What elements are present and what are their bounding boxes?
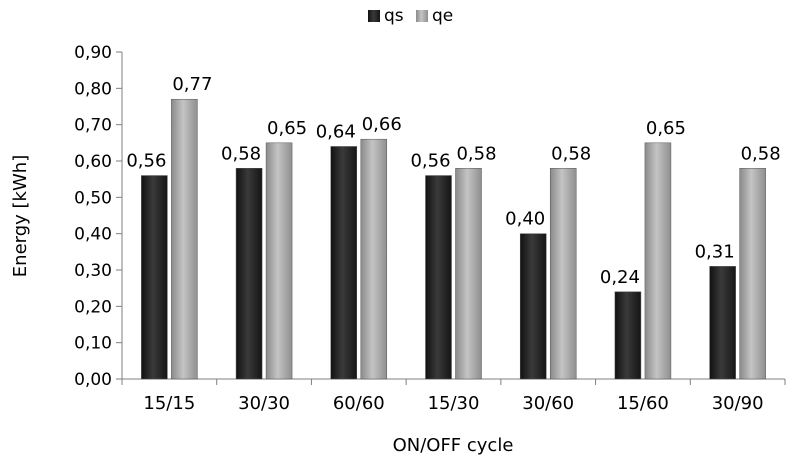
y-tick-label: 0,80 <box>74 79 112 99</box>
y-tick-label: 0,70 <box>74 116 112 136</box>
y-tick-label: 0,00 <box>74 370 112 390</box>
legend-swatch-qe <box>416 10 428 22</box>
x-tick-label: 15/30 <box>428 393 480 414</box>
data-label-qs: 0,31 <box>695 241 735 262</box>
data-label-qe: 0,65 <box>267 118 307 139</box>
data-label-qs: 0,64 <box>316 121 356 142</box>
x-tick-label: 30/60 <box>522 393 574 414</box>
data-label-qs: 0,40 <box>505 209 545 230</box>
y-tick-label: 0,40 <box>74 225 112 245</box>
x-tick-label: 30/90 <box>712 393 764 414</box>
bar-qe <box>549 168 577 380</box>
y-tick-label: 0,50 <box>74 188 112 208</box>
bar-qe <box>644 142 672 380</box>
bar-qs <box>519 233 547 380</box>
data-label-qs: 0,56 <box>126 151 166 172</box>
y-tick-label: 0,20 <box>74 297 112 317</box>
legend-label-qs: qs <box>384 6 404 26</box>
x-tick-label: 30/30 <box>238 393 290 414</box>
data-label-qs: 0,58 <box>221 143 261 164</box>
y-tick-label: 0,30 <box>74 261 112 281</box>
legend-label-qe: qe <box>432 6 453 26</box>
bar-qs <box>709 266 736 380</box>
x-axis-label: ON/OFF cycle <box>393 435 514 456</box>
bar-qs <box>235 168 263 380</box>
y-tick-label: 0,10 <box>74 334 112 354</box>
data-label-qs: 0,24 <box>600 267 640 288</box>
y-axis-label: Energy [kWh] <box>10 155 31 277</box>
x-tick-label: 15/15 <box>143 393 195 414</box>
x-tick-label: 15/60 <box>617 393 669 414</box>
bar-qe <box>455 168 482 380</box>
data-label-qe: 0,65 <box>646 118 686 139</box>
data-label-qe: 0,58 <box>551 143 591 164</box>
data-label-qe: 0,77 <box>172 74 212 95</box>
bar-qs <box>614 291 642 380</box>
data-label-qs: 0,56 <box>410 151 450 172</box>
bar-qe <box>171 98 198 380</box>
data-label-qe: 0,58 <box>741 143 781 164</box>
data-label-qe: 0,58 <box>456 143 496 164</box>
legend-swatch-qs <box>368 10 380 22</box>
plot-area: 0,00 0,10 0,20 0,30 0,40 0,50 0,60 0,70 0,80 0,90… <box>74 43 786 414</box>
bar-qs <box>425 175 452 380</box>
data-label-qe: 0,66 <box>362 114 402 135</box>
x-tick-label: 60/60 <box>333 393 385 414</box>
bar-qs <box>330 146 358 380</box>
bar-qe <box>360 138 388 380</box>
bar-qe <box>739 168 766 380</box>
bar-qs <box>141 175 168 380</box>
y-tick-label: 0,60 <box>74 152 112 172</box>
bar-qe <box>265 142 293 380</box>
legend: qs qe <box>368 6 453 26</box>
y-tick-label: 0,90 <box>74 43 112 63</box>
